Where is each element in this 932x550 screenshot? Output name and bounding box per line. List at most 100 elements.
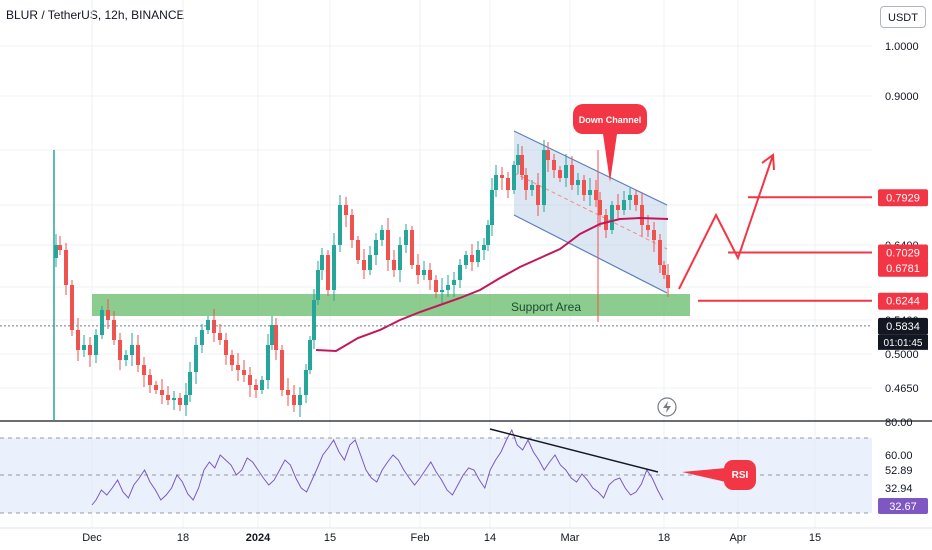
rsi-current-value: 32.67 [889,501,917,513]
countdown-box [878,334,928,350]
candle-body [582,180,586,195]
bar-countdown: 01:01:45 [884,338,923,349]
candle-body [646,225,650,230]
rsi-pane [0,420,932,514]
time-axis-tick: 18 [177,532,189,544]
price-axis-tick: 0.5000 [885,349,919,361]
lightning-icon [657,397,677,417]
candle-body [94,335,98,355]
candle-body [64,250,68,285]
candle-body [524,175,528,190]
currency-unit-button[interactable]: USDT [880,6,926,28]
time-axis-tick: 14 [484,532,496,544]
candle-body [332,245,336,290]
candle-body [434,280,438,292]
channel-fill [514,131,667,293]
candle-body [542,150,546,205]
rsi-callout-box [724,460,756,490]
candle-body [652,230,656,240]
candle-body [440,290,444,292]
candle-body [594,190,598,200]
candle-body [88,345,92,355]
price-label: 0.6781 [886,263,920,275]
rsi-axis-tick: 80.00 [885,417,913,429]
candle-body [260,380,264,390]
down-channel-callout-box [573,104,647,134]
price-label: 0.6244 [886,296,920,308]
price-axis-tick: 0.9000 [885,91,919,103]
candle-body [166,395,170,400]
projection-arrowhead [761,153,775,171]
price-label-box [878,244,928,262]
support-area-band [92,294,690,316]
candle-body [326,255,330,290]
rsi-current-box [878,498,928,514]
candle-body [224,340,228,355]
candle-body [304,370,308,395]
candle-body [298,395,302,405]
candle-body [512,165,516,190]
candle-body [118,340,122,360]
annotations: Down Channel RSI [573,104,756,490]
axes: 1.00000.90000.64000.54000.50000.4650Dec1… [0,41,932,544]
candle-body [112,320,116,340]
price-label: 0.7029 [886,248,920,260]
candle-body [662,265,666,275]
candle-body [404,230,408,245]
candle-body [610,205,614,230]
candle-body [490,190,494,225]
candle-body [380,230,384,240]
price-label: 0.7929 [886,192,920,204]
candle-body [274,325,278,350]
price-label-box [878,189,928,207]
price-axis-tick: 0.4650 [885,383,919,395]
candle-body [616,205,620,210]
support-area: Support Area [92,294,690,316]
rsi-axis-tick: 32.94 [885,483,913,495]
candle-body [248,375,252,385]
candle-body [188,372,192,395]
rsi-callout-pointer [682,468,726,482]
candle-body [292,395,296,405]
candle-body [666,275,670,288]
candle-body [452,280,456,285]
candle-body [564,165,568,178]
candle-body [500,175,504,178]
time-axis-tick: Dec [82,532,102,544]
candle-body [374,240,378,255]
moving-average-line [315,216,669,353]
time-axis-tick: Feb [411,532,430,544]
candle-body [136,345,140,365]
candle-body [148,375,152,385]
candle-body [160,390,164,395]
time-axis-tick: Mar [561,532,580,544]
candle-body [458,265,462,280]
candle-body [530,185,534,190]
candle-body [416,265,420,275]
channel-lower-line [513,214,668,294]
candle-body [558,170,562,178]
candle-body [570,165,574,185]
chart-title: BLUR / TetherUS, 12h, BINANCE [6,8,185,22]
candle-body [520,155,524,175]
candle-body [634,195,638,205]
candle-body [410,230,414,265]
candle-body [640,205,644,225]
candle-body [622,200,626,210]
candle-body [70,285,74,330]
candle-body [476,250,480,262]
candle-body [658,240,662,265]
candle-body [194,345,198,372]
price-label-box [878,259,928,277]
candle-body [356,240,360,260]
lightning-bolt-icon [663,401,671,413]
candle-body [76,330,80,350]
candle-body [598,200,602,215]
candle-body [470,255,474,262]
price-axis-tick: 1.0000 [885,41,919,53]
candle-body [212,320,216,333]
time-axis-tick: 18 [658,532,670,544]
candle-body [206,320,210,330]
rsi-axis-tick: 52.89 [885,465,913,477]
